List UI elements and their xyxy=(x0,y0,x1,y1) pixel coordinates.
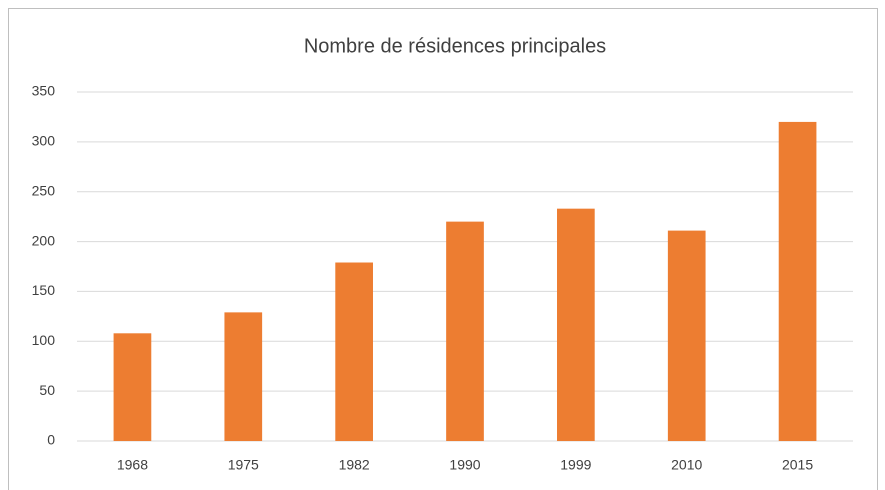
chart-frame xyxy=(8,8,878,490)
bar xyxy=(335,262,373,441)
x-tick-label: 1968 xyxy=(117,457,148,473)
y-tick-label: 0 xyxy=(47,432,55,448)
bar xyxy=(557,208,595,441)
y-tick-label: 150 xyxy=(32,282,56,298)
bar xyxy=(224,312,263,441)
bar xyxy=(667,230,706,441)
y-tick-label: 50 xyxy=(39,382,55,398)
x-tick-label: 1999 xyxy=(560,457,591,473)
x-tick-label: 1990 xyxy=(449,457,480,473)
y-tick-label: 250 xyxy=(32,182,56,198)
y-tick-label: 100 xyxy=(32,332,56,348)
chart-title: Nombre de résidences principales xyxy=(304,35,606,57)
x-tick-label: 1982 xyxy=(339,457,370,473)
y-tick-label: 300 xyxy=(32,133,56,149)
x-tick-label: 1975 xyxy=(228,457,259,473)
x-tick-label: 2015 xyxy=(782,457,813,473)
bar xyxy=(113,333,152,441)
bar xyxy=(778,121,817,442)
x-tick-label: 2010 xyxy=(671,457,702,473)
bar xyxy=(446,221,484,441)
y-tick-label: 200 xyxy=(32,232,56,248)
y-tick-label: 350 xyxy=(32,83,56,99)
